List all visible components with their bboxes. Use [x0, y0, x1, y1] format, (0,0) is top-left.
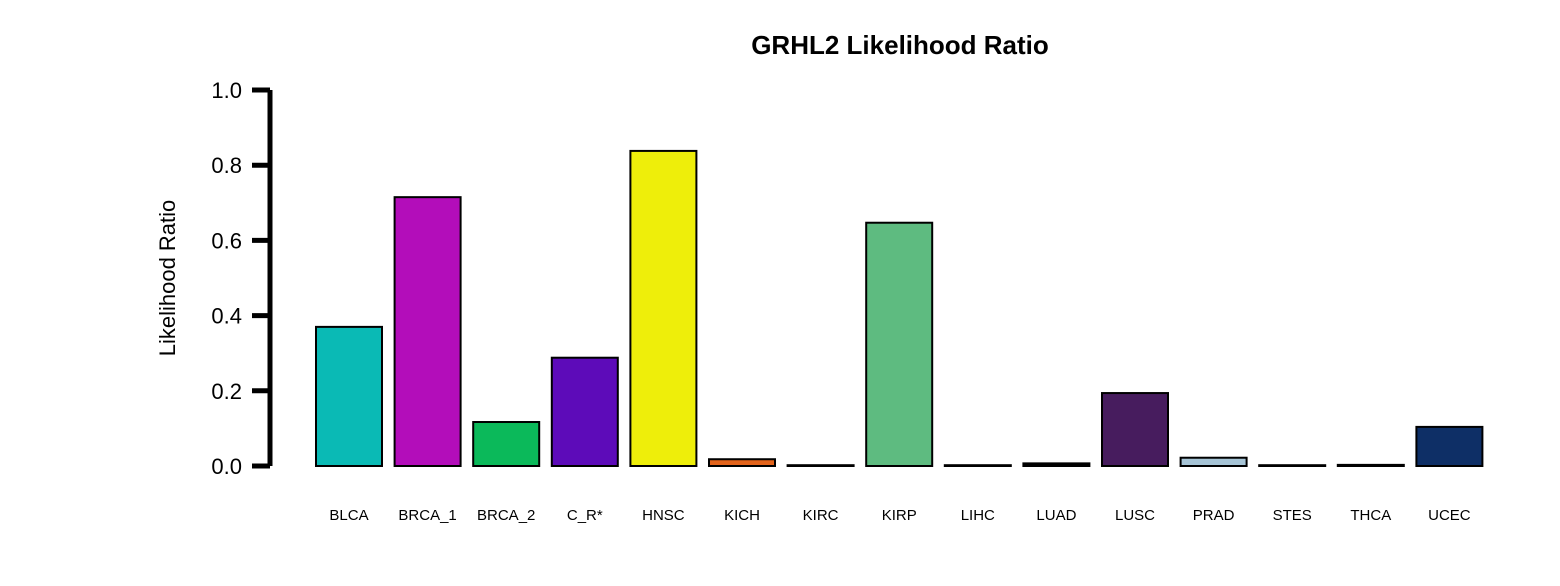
bar-blca	[315, 325, 383, 467]
x-tick-label: PRAD	[1193, 507, 1235, 524]
bar-lusc	[1101, 392, 1169, 467]
bar-brca-2	[472, 421, 541, 467]
x-tick-label: HNSC	[642, 507, 685, 524]
x-tick-label: STES	[1273, 507, 1312, 524]
bar-thca	[1336, 463, 1405, 468]
x-tick-label: BRCA_2	[477, 507, 535, 524]
x-tick-label: LIHC	[961, 507, 995, 524]
bar-c-r	[550, 356, 619, 468]
y-tick-label: 0.2	[211, 379, 242, 404]
bar-hnsc	[629, 149, 698, 468]
y-tick-label: 0.8	[211, 153, 242, 178]
y-tick-label: 0.0	[211, 454, 242, 479]
bar-brca-1	[393, 196, 462, 467]
x-tick-label: BRCA_1	[398, 507, 456, 524]
x-tick-label: KIRC	[803, 507, 839, 524]
y-tick-label: 1.0	[211, 78, 242, 103]
x-tick-label: UCEC	[1428, 507, 1471, 524]
y-tick-label: 0.4	[211, 304, 242, 329]
x-tick-label: KICH	[724, 507, 760, 524]
y-tick-label: 0.6	[211, 228, 242, 253]
bar-luad	[1022, 462, 1091, 468]
bar-kirp	[865, 221, 934, 467]
x-tick-label: BLCA	[329, 507, 368, 524]
bars	[315, 149, 1484, 468]
bar-ucec	[1415, 425, 1484, 467]
x-tick-label: KIRP	[882, 507, 917, 524]
bar-prad	[1179, 456, 1248, 467]
bar-kich	[708, 458, 776, 467]
bar-kirc	[786, 464, 855, 468]
x-tick-label: LUSC	[1115, 507, 1155, 524]
y-axis: 0.0 0.2 0.4 0.6 0.8 1.0	[211, 78, 273, 479]
x-tick-label: LUAD	[1036, 507, 1076, 524]
x-tick-label: THCA	[1350, 507, 1391, 524]
y-axis-label: Likelihood Ratio	[155, 200, 180, 357]
bar-stes	[1258, 464, 1327, 468]
bar-lihc	[943, 464, 1012, 468]
x-tick-label: C_R*	[567, 507, 603, 524]
chart-title: GRHL2 Likelihood Ratio	[751, 30, 1049, 60]
x-axis-labels: BLCA BRCA_1 BRCA_2 C_R* HNSC KICH KIRC KIRP LIHC…	[329, 507, 1470, 524]
